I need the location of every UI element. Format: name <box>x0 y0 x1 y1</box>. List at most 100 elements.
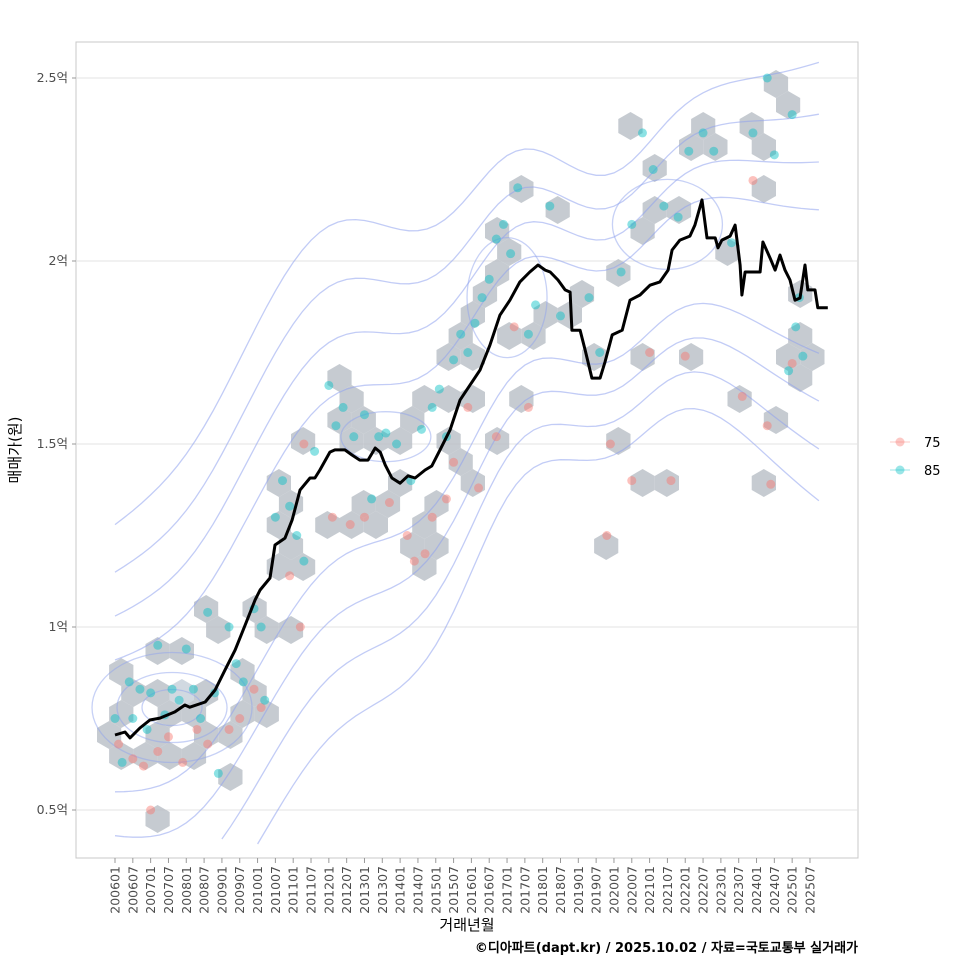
hexbin <box>654 469 679 497</box>
hexbin <box>485 259 510 287</box>
hexbin <box>751 133 776 161</box>
hexbin <box>521 322 546 350</box>
caption: ©디아파트(dapt.kr) / 2025.10.02 / 자료=국토교통부 실… <box>475 940 858 956</box>
point-85 <box>196 714 206 723</box>
point-85 <box>449 355 459 365</box>
hexbin <box>751 175 776 203</box>
point-75 <box>402 531 412 540</box>
point-75 <box>295 622 305 632</box>
x-tick-label: 202301 <box>713 866 728 914</box>
x-tick-label: 202401 <box>749 866 764 914</box>
hexbin <box>181 742 207 770</box>
x-tick-label: 201801 <box>535 866 550 914</box>
y-axis: 0.5억 1억 1.5억 2억 2.5억 <box>37 70 76 817</box>
hexbin <box>169 637 194 665</box>
point-75 <box>666 476 676 486</box>
hexbin <box>509 385 534 413</box>
hexbin <box>727 385 752 413</box>
point-85 <box>153 640 163 650</box>
hexbin <box>776 91 801 119</box>
contour-line <box>340 411 432 463</box>
x-tick-label: 200807 <box>197 866 212 914</box>
hexbin <box>206 616 231 644</box>
point-75 <box>299 439 309 449</box>
hexbin <box>594 532 619 560</box>
contour-line <box>91 651 253 764</box>
plot-panel <box>75 41 859 859</box>
trend-line <box>114 198 828 740</box>
x-tick-label: 201101 <box>286 866 301 914</box>
x-tick-label: 200607 <box>125 866 140 914</box>
point-85 <box>128 714 138 723</box>
hexbin <box>630 469 655 497</box>
point-75 <box>766 479 776 489</box>
point-85 <box>188 684 198 694</box>
x-tick-label: 201601 <box>464 866 479 914</box>
point-85 <box>124 677 134 687</box>
hexbin <box>642 196 667 224</box>
point-85 <box>213 768 223 778</box>
point-75 <box>203 739 213 749</box>
legend-key-85 <box>895 465 905 475</box>
point-85 <box>167 684 177 694</box>
point-85 <box>762 73 772 83</box>
x-tick-label: 202101 <box>642 866 657 914</box>
point-85 <box>506 249 516 259</box>
legend: 75 85 <box>890 436 941 479</box>
point-85 <box>231 659 241 669</box>
x-tick-label: 200707 <box>161 866 176 914</box>
point-85 <box>769 150 779 160</box>
point-85 <box>470 318 480 328</box>
hexbin <box>412 553 437 581</box>
point-75 <box>509 322 519 332</box>
hexbin <box>218 721 243 749</box>
y-tick-label: 1억 <box>49 619 68 634</box>
hexbin <box>218 763 243 791</box>
point-85 <box>531 300 541 310</box>
point-85 <box>637 128 647 138</box>
contour-line <box>257 407 820 845</box>
point-75 <box>224 724 234 734</box>
hexbin <box>133 742 158 770</box>
point-85 <box>292 531 302 540</box>
point-75 <box>463 402 473 412</box>
point-85 <box>260 695 270 705</box>
x-tick-label: 201807 <box>553 866 568 914</box>
hexbin <box>715 238 740 266</box>
x-tick-label: 202501 <box>785 866 800 914</box>
hexbin <box>327 406 352 434</box>
hexbin <box>569 280 595 308</box>
hexbin <box>339 385 364 413</box>
hexbin <box>497 322 522 350</box>
x-tick-label: 201401 <box>393 866 408 914</box>
hexbin <box>642 154 667 182</box>
y-tick-label: 2.5억 <box>37 70 68 85</box>
legend-label-75: 75 <box>924 436 941 451</box>
x-tick-label: 202207 <box>696 866 711 914</box>
point-85 <box>434 384 444 394</box>
point-75 <box>602 531 612 540</box>
hexbin <box>448 448 473 476</box>
hexbin-layer <box>97 70 825 833</box>
point-85 <box>174 695 184 705</box>
point-75 <box>645 348 655 357</box>
x-tick-label: 200907 <box>232 866 247 914</box>
point-85 <box>331 421 341 431</box>
point-75 <box>409 556 419 566</box>
point-75 <box>427 512 437 522</box>
hexbin <box>485 427 510 455</box>
point-85 <box>285 501 295 511</box>
x-tick-label: 200701 <box>143 866 158 914</box>
x-tick-label: 202407 <box>767 866 782 914</box>
hexbin <box>666 196 692 224</box>
hexbin <box>776 343 801 371</box>
point-75 <box>235 714 245 723</box>
scatter-points <box>110 73 808 815</box>
point-85 <box>299 556 309 566</box>
contour-line <box>114 337 820 838</box>
point-75 <box>128 754 138 764</box>
point-85 <box>456 329 466 339</box>
hexbin <box>97 721 122 749</box>
hexbin <box>145 637 170 665</box>
point-85 <box>784 366 794 376</box>
